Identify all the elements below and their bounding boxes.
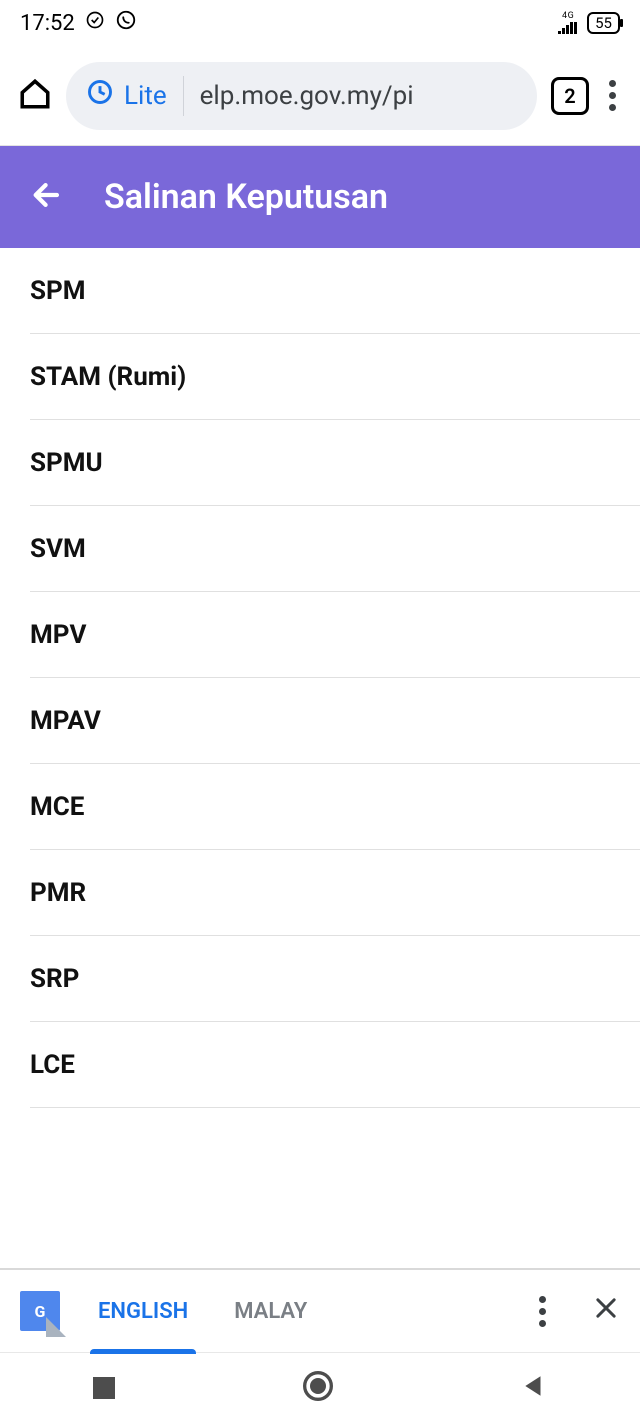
browser-toolbar: Lite elp.moe.gov.my/pi 2 — [0, 46, 640, 146]
google-translate-icon[interactable]: G — [20, 1291, 60, 1331]
nav-back-icon[interactable] — [521, 1373, 547, 1403]
url-bar[interactable]: Lite elp.moe.gov.my/pi — [66, 62, 537, 130]
network-indicator: 4G — [557, 12, 579, 35]
home-icon[interactable] — [18, 77, 52, 115]
network-label: 4G — [562, 12, 574, 21]
translate-menu-icon[interactable] — [533, 1296, 552, 1327]
signal-icon — [557, 21, 579, 35]
list-item[interactable]: SVM — [30, 506, 640, 592]
status-right: 4G 55 — [557, 12, 620, 35]
browser-menu-icon[interactable] — [603, 80, 622, 111]
status-bar: 17:52 4G 55 — [0, 0, 640, 46]
url-separator — [183, 76, 184, 116]
url-text: elp.moe.gov.my/pi — [200, 81, 414, 111]
list-item[interactable]: MPV — [30, 592, 640, 678]
status-left: 17:52 — [20, 9, 137, 37]
list-item[interactable]: SPMU — [30, 420, 640, 506]
list-item[interactable]: SPM — [30, 248, 640, 334]
close-icon[interactable] — [592, 1292, 620, 1330]
list-item[interactable]: PMR — [30, 850, 640, 936]
content-area: SPM STAM (Rumi) SPMU SVM MPV MPAV MCE PM… — [0, 248, 640, 1268]
app-bar: Salinan Keputusan — [0, 146, 640, 248]
list-item[interactable]: STAM (Rumi) — [30, 334, 640, 420]
alarm-icon — [85, 10, 105, 36]
lang-tab-english[interactable]: ENGLISH — [90, 1271, 196, 1352]
lite-mode-icon — [86, 78, 114, 113]
list-item[interactable]: MCE — [30, 764, 640, 850]
system-nav-bar — [0, 1352, 640, 1422]
exam-list: SPM STAM (Rumi) SPMU SVM MPV MPAV MCE PM… — [0, 248, 640, 1108]
list-item[interactable]: LCE — [30, 1022, 640, 1108]
page-title: Salinan Keputusan — [104, 177, 388, 217]
list-item[interactable]: MPAV — [30, 678, 640, 764]
nav-home-icon[interactable] — [302, 1370, 334, 1406]
lite-label: Lite — [124, 81, 167, 111]
list-item[interactable]: SRP — [30, 936, 640, 1022]
battery-indicator: 55 — [587, 12, 620, 34]
tab-switcher[interactable]: 2 — [551, 77, 589, 115]
nav-recent-icon[interactable] — [93, 1377, 115, 1399]
status-time: 17:52 — [20, 11, 75, 36]
whatsapp-icon — [115, 9, 137, 37]
back-icon[interactable] — [30, 178, 64, 216]
lang-tab-malay[interactable]: MALAY — [226, 1271, 315, 1352]
translate-bar: G ENGLISH MALAY — [0, 1268, 640, 1352]
